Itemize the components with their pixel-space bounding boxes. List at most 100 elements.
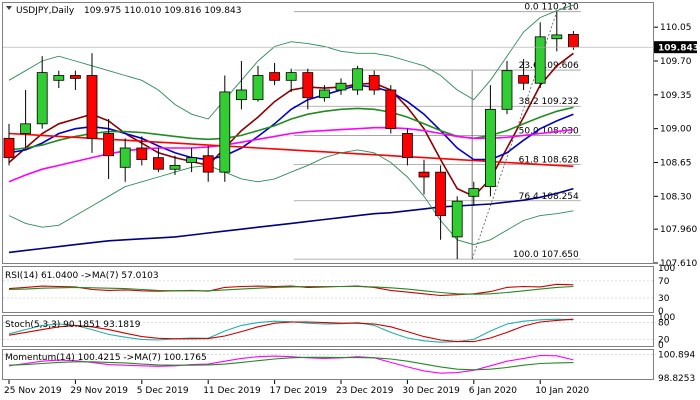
price-y-tick-label: 107.960 (660, 225, 697, 235)
indicator-series-line (8, 283, 574, 297)
candle-body (368, 75, 380, 91)
price-y-tick-label: 109.35 (660, 91, 692, 101)
indicator-series-line (8, 354, 574, 374)
candle-body (318, 89, 330, 99)
candle-body (186, 157, 198, 163)
symbol-dropdown-icon (6, 6, 12, 10)
indicator-y-tick-label: 20 (658, 335, 670, 345)
indicator-y-tick-label: 98.8253 (658, 374, 695, 384)
x-axis-tick-label: 11 Dec 2019 (203, 386, 261, 396)
indicator-title: Momentum(14) 100.4215 ->MA(7) 100.1765 (5, 353, 207, 363)
candle-body (451, 200, 463, 238)
candle-body (418, 171, 430, 178)
indicator-y-tick-label: 80 (658, 319, 670, 329)
current-price-tag (654, 41, 697, 54)
indicator-y-tick-label: 70 (658, 277, 670, 287)
candle-body (484, 108, 496, 188)
momentum-panel-frame (2, 349, 654, 380)
candle-body (534, 36, 546, 84)
fib-level-label: 61.8 108.628 (519, 156, 579, 166)
price-y-tick-label: 108.65 (660, 158, 692, 168)
price-y-tick-label: 107.610 (660, 259, 697, 269)
price-y-tick-label: 109.00 (660, 125, 692, 135)
indicator-y-tick-label: 30 (658, 294, 670, 304)
symbol-timeframe: USDJPY,Daily (16, 6, 75, 16)
fib-level-label: 50.0 108.930 (519, 126, 579, 136)
rsi-panel: 100 70 30 0 RSI(14) 61.0400 ->MA(7) 57.0103 (3, 264, 675, 317)
candle-body (285, 72, 297, 81)
candle-body (53, 75, 65, 81)
indicator-title: RSI(14) 61.0400 ->MA(7) 57.0103 (5, 271, 159, 281)
indicator-series-line (8, 356, 574, 371)
candle-body (435, 171, 447, 217)
stoch-panel-frame (2, 315, 654, 347)
x-axis-tick-label: 30 Dec 2019 (402, 386, 460, 396)
candle-body (302, 72, 314, 99)
candle-body (103, 133, 114, 157)
x-axis-tick-label: 5 Dec 2019 (137, 386, 189, 396)
fib-level-label: 38.2 109.232 (519, 97, 579, 107)
momentum-panel: 100.894 98.8253 Momentum(14) 100.4215 ->MA… (3, 350, 695, 384)
price-y-tick-label: 110.05 (660, 23, 692, 33)
candle-body (352, 68, 364, 91)
candle-body (468, 188, 480, 197)
overlay-line (8, 149, 574, 246)
candle-body (252, 75, 264, 101)
candle-body (269, 72, 281, 81)
candle-body (501, 70, 513, 110)
overlay-line (8, 132, 574, 168)
price-y-tick-label: 109.70 (660, 57, 692, 67)
indicator-y-tick-label: 0 (658, 307, 664, 317)
x-axis-tick-label: 6 Jan 2020 (469, 386, 517, 396)
candle-body (235, 89, 247, 101)
price-panel-frame (2, 2, 654, 264)
x-axis-tick-label: 23 Dec 2019 (336, 386, 394, 396)
x-axis-tick-label: 25 Nov 2019 (4, 386, 62, 396)
overlay-line (8, 126, 574, 183)
overlay-line (8, 4, 574, 120)
candle-body (36, 72, 48, 125)
candle-body (385, 89, 397, 130)
x-axis-tick-label: 10 Jan 2020 (535, 386, 589, 396)
overlay-line (8, 106, 574, 151)
candle-body (202, 155, 214, 173)
candle-body (70, 75, 81, 79)
candle-body (136, 147, 148, 160)
fib-level-label: 100.0 107.650 (513, 250, 579, 260)
indicator-series-line (8, 285, 574, 295)
indicator-title: Stoch(5,3,3) 90.1851 93.1819 (5, 320, 141, 330)
fib-level-label: 0.0 110.210 (524, 3, 579, 13)
overlay-line (8, 187, 574, 254)
candle-body (551, 34, 563, 40)
rsi-panel-frame (2, 266, 654, 313)
candle-body (152, 157, 164, 170)
indicator-series-line (8, 318, 574, 343)
candle-body (86, 75, 98, 139)
candle-body (518, 75, 529, 84)
ohlc-values: 109.975 110.010 109.816 109.843 (84, 6, 241, 16)
indicator-y-tick-label: 100 (658, 313, 675, 323)
fib-level-label: 76.4 108.254 (519, 192, 579, 202)
candle-body (568, 34, 579, 48)
candle-body (169, 164, 181, 170)
price-panel: 110.05 109.70 109.35 109.00 108.65 108.30 107.… (3, 3, 699, 269)
x-axis-tick-label: 17 Dec 2019 (270, 386, 328, 396)
indicator-y-tick-label: 100 (658, 264, 675, 274)
candle-body (119, 147, 131, 168)
indicator-y-tick-label: 100.894 (658, 350, 695, 360)
candle-body (335, 82, 347, 91)
candle-body (401, 133, 413, 159)
current-price-label: 109.843 (658, 44, 699, 54)
x-axis: 25 Nov 2019 29 Nov 2019 5 Dec 2019 11 Dec 2… (4, 380, 589, 396)
overlay-line (8, 84, 574, 161)
fib-level-label: 23.6 109.606 (519, 61, 579, 71)
indicator-y-tick-label: 0 (658, 341, 664, 351)
candle-body (219, 91, 231, 173)
price-y-tick-label: 108.30 (660, 192, 692, 202)
candle-body (20, 123, 32, 134)
candle-body (3, 137, 15, 159)
x-axis-tick-label: 29 Nov 2019 (70, 386, 128, 396)
